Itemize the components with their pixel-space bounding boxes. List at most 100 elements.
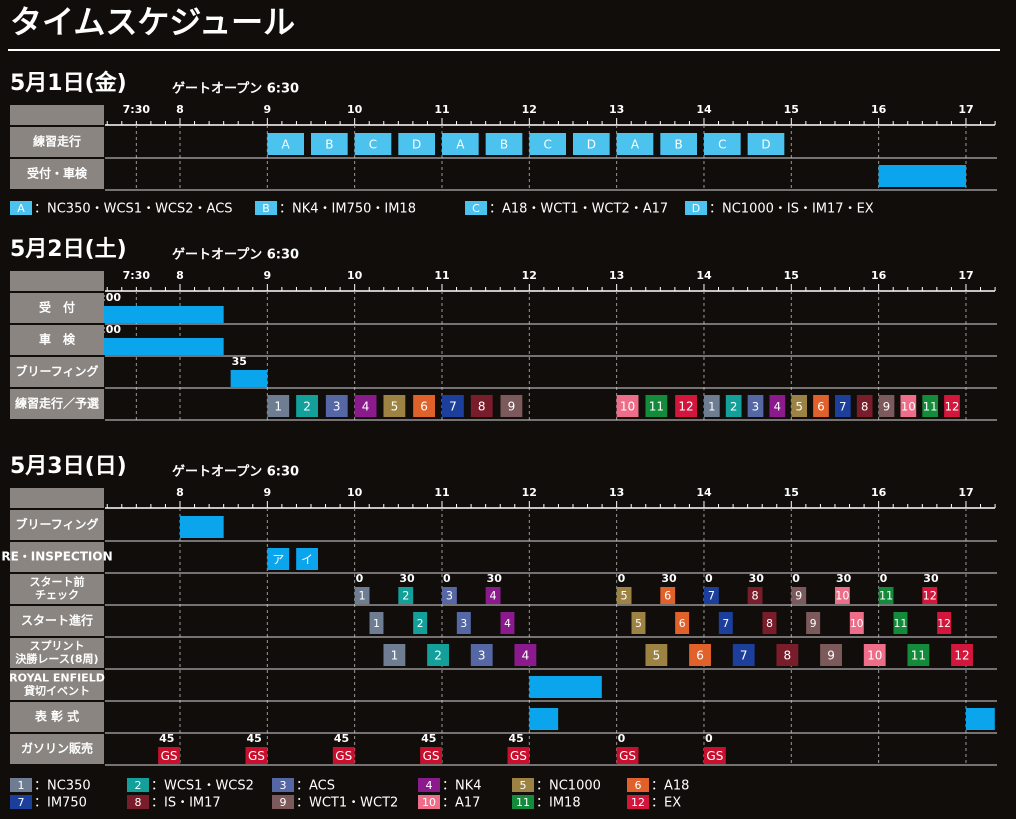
- schedule-bar: [158, 747, 180, 764]
- bar-label: 4: [504, 617, 511, 630]
- bar-label: 4: [362, 400, 370, 414]
- schedule-bar: [907, 644, 930, 666]
- axis-label-cell: [10, 488, 104, 508]
- bar-label: 2: [417, 617, 424, 630]
- bar-label: D: [412, 138, 421, 152]
- row-label-cell: [10, 159, 104, 189]
- legend-text: ：IM750: [34, 796, 87, 811]
- time-note: 35: [232, 355, 247, 368]
- time-note: 30: [749, 572, 765, 585]
- axis-label-cell: [10, 105, 104, 125]
- bar-label: 8: [752, 590, 759, 603]
- time-tick-label: 12: [522, 486, 537, 499]
- bar-label: 2: [434, 649, 442, 663]
- schedule-bar: [485, 587, 501, 604]
- schedule-bar: [703, 395, 720, 417]
- legend-swatch: [685, 201, 707, 215]
- bar-label: 6: [664, 590, 671, 603]
- row-label: スタート前: [30, 575, 85, 589]
- row-label: ガソリン販売: [21, 741, 93, 756]
- legend-text: ：A17: [442, 796, 480, 811]
- schedule-bar: [675, 612, 690, 634]
- bar-label: 10: [850, 617, 864, 630]
- time-note: 0: [705, 572, 713, 585]
- row-label: 練習走行: [33, 134, 81, 149]
- schedule-bar: [878, 395, 895, 417]
- bar-label: 11: [879, 590, 893, 603]
- time-note: 30: [399, 572, 415, 585]
- schedule-bar: [725, 395, 742, 417]
- bar-label: A: [631, 138, 640, 152]
- bar-label: B: [325, 138, 333, 152]
- time-note: 30: [487, 572, 503, 585]
- legend-key: A: [17, 202, 25, 215]
- row-label: ブリーフィング: [15, 517, 98, 532]
- bar-label: GS: [423, 749, 440, 763]
- schedule-bar: [965, 708, 995, 730]
- schedule-bar: [776, 644, 799, 666]
- time-tick-label: 17: [958, 269, 973, 282]
- schedule-bar: [485, 133, 523, 155]
- bar-label: 9: [795, 590, 802, 603]
- bar-label: C: [543, 138, 551, 152]
- legend-swatch: [127, 795, 149, 809]
- schedule-bar: [230, 370, 268, 387]
- time-note: 30: [836, 572, 852, 585]
- bar-label: 5: [653, 649, 661, 663]
- time-note: 45: [508, 732, 523, 745]
- schedule-bar: [645, 644, 668, 666]
- schedule-bar: [180, 516, 224, 538]
- bar-label: 9: [827, 649, 835, 663]
- time-tick-label: 16: [871, 486, 887, 499]
- bar-label: 12: [945, 400, 960, 414]
- schedule-bar: [267, 548, 290, 570]
- schedule-bar: [369, 612, 384, 634]
- schedule-bar: [441, 133, 479, 155]
- schedule-bar: [398, 133, 436, 155]
- time-tick-label: 9: [264, 103, 272, 116]
- time-tick-label: 11: [434, 103, 449, 116]
- row-label-cell: [10, 293, 104, 323]
- schedule-bar: [529, 133, 566, 155]
- bar-label: 10: [620, 400, 635, 414]
- bar-label: 11: [649, 400, 664, 414]
- bar-label: 8: [784, 649, 792, 663]
- time-note: 30: [661, 572, 677, 585]
- bar-label: 12: [954, 649, 969, 663]
- legend-swatch: [627, 778, 649, 792]
- legend-swatch: [10, 795, 32, 809]
- bar-label: 9: [810, 617, 817, 630]
- schedule-bar: [441, 587, 457, 604]
- schedule-bar: [245, 747, 268, 764]
- time-note: 0: [356, 572, 364, 585]
- legend-key: 11: [516, 796, 530, 809]
- legend-text: ：NC1000・IS・IM17・EX: [709, 202, 874, 217]
- bar-label: 7: [449, 400, 457, 414]
- axis-label-cell: [10, 271, 104, 291]
- bar-label: 12: [678, 400, 693, 414]
- time-note: 0: [618, 572, 626, 585]
- schedule-bar: [689, 644, 711, 666]
- legend-text: ：NC350・WCS1・WCS2・ACS: [34, 202, 233, 217]
- bar-label: 2: [730, 400, 737, 414]
- legend-swatch: [465, 201, 487, 215]
- legend-swatch: [418, 778, 440, 792]
- schedule-bar: [441, 395, 464, 417]
- bar-label: 2: [402, 590, 409, 603]
- legend-swatch: [10, 778, 32, 792]
- bar-label: 1: [359, 590, 366, 603]
- schedule-bar: [922, 587, 938, 604]
- time-tick-label: 10: [347, 269, 363, 282]
- bar-label: 9: [508, 400, 516, 414]
- time-tick-label: 14: [696, 103, 712, 116]
- legend-key: D: [692, 202, 700, 215]
- legend-key: 9: [280, 796, 287, 809]
- time-tick-label: 14: [696, 486, 712, 499]
- time-note: 0: [443, 572, 451, 585]
- bar-label: 11: [923, 400, 938, 414]
- gate-open: ゲートオープン 6:30: [172, 464, 299, 480]
- row-label-cell: [10, 127, 104, 157]
- time-tick-label: 10: [347, 103, 363, 116]
